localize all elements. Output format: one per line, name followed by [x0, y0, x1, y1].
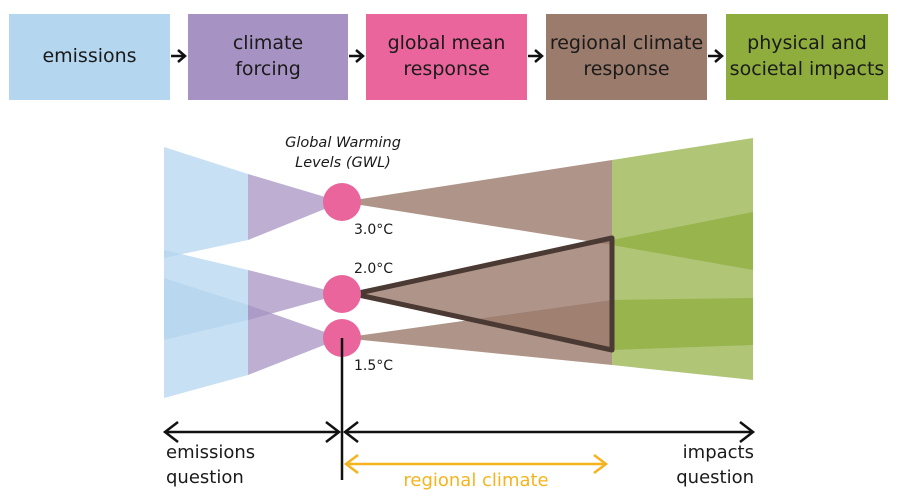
- emissions-funnel-low: [164, 278, 248, 398]
- impacts-box: physical and societal impacts: [726, 14, 888, 100]
- impacts-label: physical and societal impacts: [729, 32, 885, 80]
- gwl-3-0-label: 3.0°C: [354, 222, 394, 238]
- emissions-question-label: emissions question: [166, 442, 256, 489]
- impacts-question-label: impacts question: [676, 442, 754, 489]
- forcing-funnel-high: [248, 174, 342, 240]
- arrow-right-icon: [528, 49, 544, 63]
- regional-focus-triangle: [351, 235, 615, 353]
- arrow-right-icon: [708, 49, 724, 63]
- regional-fan-high: [342, 160, 612, 245]
- emissions-label: emissions: [42, 45, 137, 68]
- arrow-right-icon: [171, 49, 187, 63]
- gwl-2-0-label: 2.0°C: [354, 261, 394, 277]
- arrow-right-icon: [349, 49, 365, 63]
- gwl-2-0-marker: [323, 275, 361, 313]
- emissions-funnel-high: [164, 147, 248, 258]
- climate-forcing-box: climate forcing: [188, 14, 348, 100]
- gwl-1-5-label: 1.5°C: [354, 358, 394, 374]
- forcing-funnel-mid: [248, 270, 342, 320]
- forcing-funnel-low: [248, 305, 342, 375]
- regional-fan-low: [342, 300, 612, 365]
- emissions-box: emissions: [9, 14, 170, 100]
- regional-climate-response-box: regional climate response: [546, 14, 707, 100]
- regional-climate-response-label: regional climate response: [549, 32, 704, 80]
- climate-forcing-label: climate forcing: [232, 32, 304, 80]
- global-mean-response-box: global mean response: [366, 14, 527, 100]
- impacts-fan-low: [612, 298, 753, 380]
- gwl-3-0-marker: [323, 183, 361, 221]
- regional-climate-label: regional climate: [403, 470, 549, 491]
- global-mean-response-label: global mean response: [387, 32, 506, 80]
- gwl-title: Global Warming Levels (GWL): [285, 135, 401, 171]
